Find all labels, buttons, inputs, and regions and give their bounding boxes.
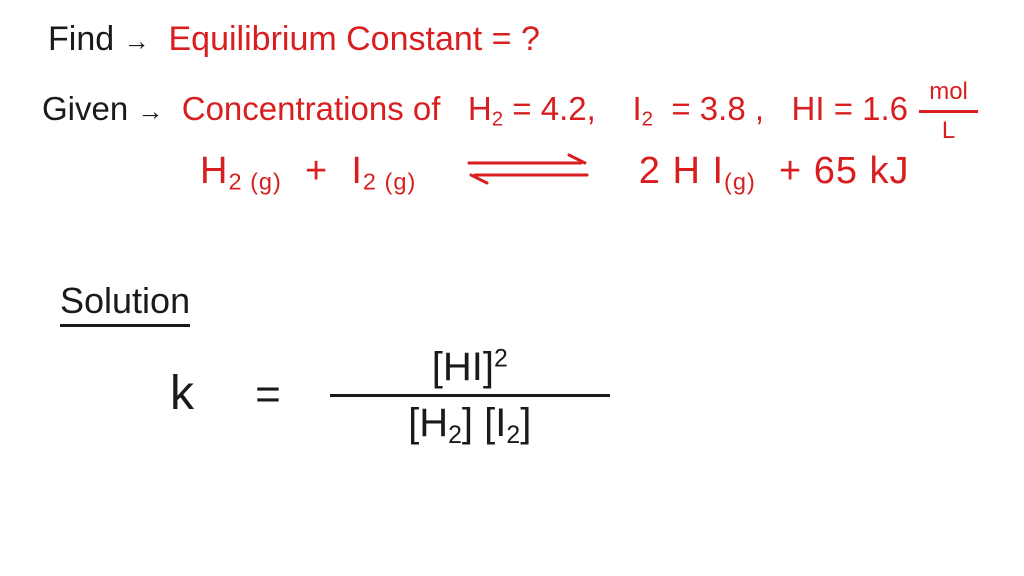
denominator-h2: [H2] <box>408 401 484 445</box>
numerator-hi: [HI]2 <box>432 345 508 389</box>
reaction-energy: + 65 kJ <box>779 150 910 192</box>
given-label: Given <box>42 90 128 127</box>
unit-fraction: mol L <box>919 78 978 145</box>
hi-symbol: HI <box>792 90 825 127</box>
given-lead: Concentrations of <box>182 90 441 127</box>
reaction-h2: H2 (g) <box>200 150 293 192</box>
denominator-i2: [I2] <box>484 401 531 445</box>
plus-icon: + <box>305 150 328 192</box>
find-text: Equilibrium Constant = ? <box>169 20 540 58</box>
k-expression-fraction: [HI]2 [H2] [I2] <box>330 345 610 450</box>
arrow-icon: → <box>124 26 150 57</box>
reaction-i2: I2 (g) <box>351 150 428 192</box>
i2-value: = 3.8 , <box>671 90 764 127</box>
h2-symbol: H2 <box>468 90 512 127</box>
equals-sign: = <box>255 370 281 419</box>
h2-value: = 4.2, <box>512 90 595 127</box>
reaction-hi: 2 H I(g) <box>639 150 768 192</box>
arrow-icon: → <box>137 96 163 127</box>
solution-heading: Solution <box>60 280 190 327</box>
hi-value: = 1.6 <box>834 90 908 127</box>
equilibrium-arrows-icon <box>463 151 593 195</box>
find-label: Find <box>48 20 114 58</box>
i2-symbol: I2 <box>632 90 662 127</box>
equilibrium-constant-symbol: k <box>170 367 194 420</box>
